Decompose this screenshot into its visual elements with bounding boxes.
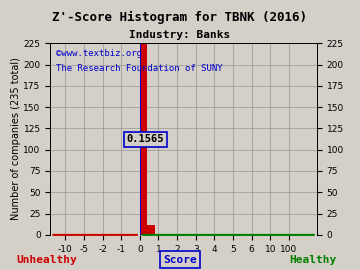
Text: ©www.textbiz.org: ©www.textbiz.org bbox=[56, 49, 142, 58]
Text: The Research Foundation of SUNY: The Research Foundation of SUNY bbox=[56, 64, 222, 73]
Bar bbox=[147, 225, 155, 235]
Bar bbox=[140, 43, 141, 235]
Text: 0.1565: 0.1565 bbox=[127, 134, 164, 144]
Text: Healthy: Healthy bbox=[289, 255, 337, 265]
Text: Score: Score bbox=[163, 255, 197, 265]
Y-axis label: Number of companies (235 total): Number of companies (235 total) bbox=[11, 58, 21, 221]
Bar bbox=[140, 43, 147, 235]
Text: Industry: Banks: Industry: Banks bbox=[129, 30, 231, 40]
Text: Unhealthy: Unhealthy bbox=[17, 255, 77, 265]
Text: Z'-Score Histogram for TBNK (2016): Z'-Score Histogram for TBNK (2016) bbox=[53, 11, 307, 24]
